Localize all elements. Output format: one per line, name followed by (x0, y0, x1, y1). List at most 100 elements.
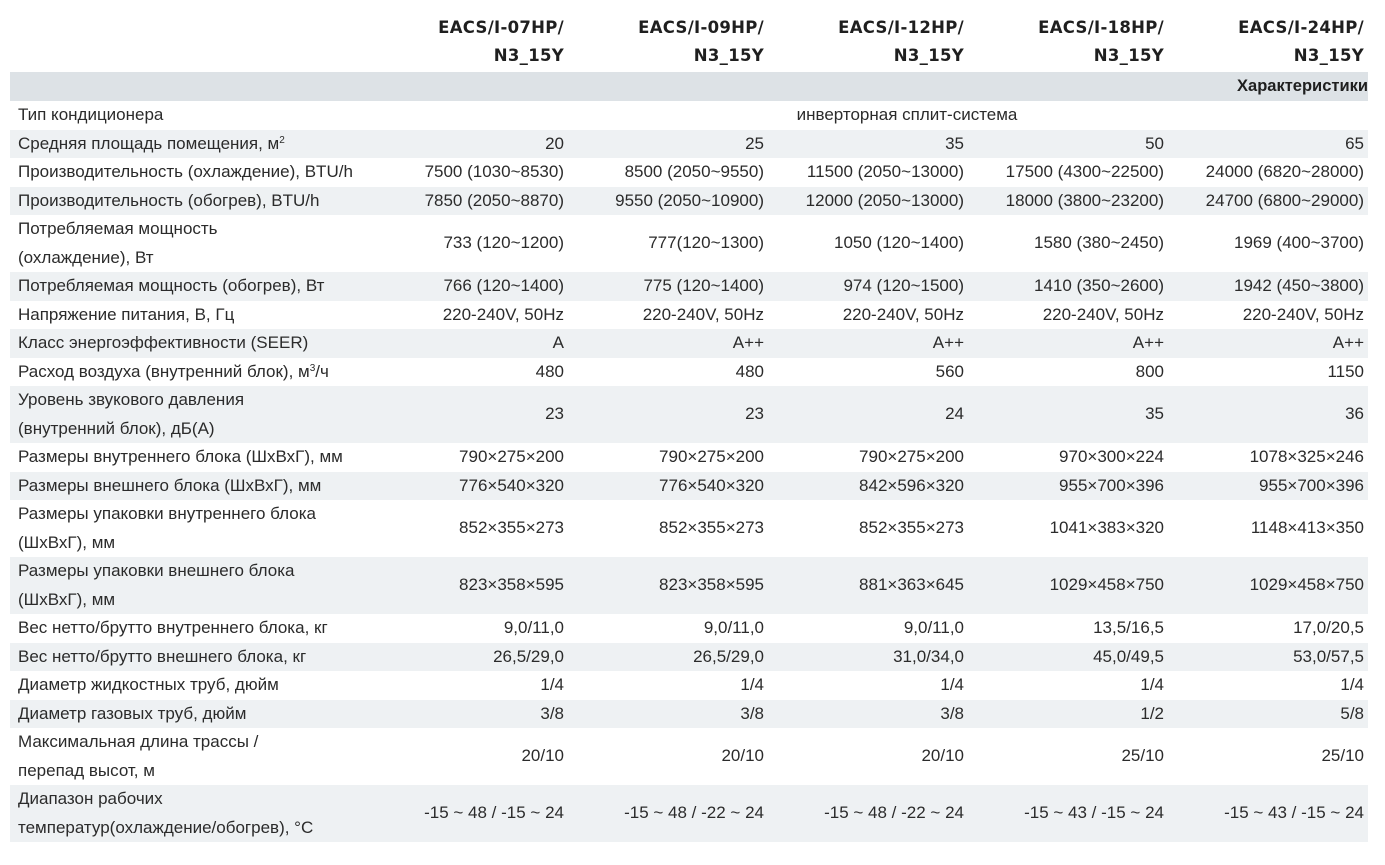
cell-value: 220-240V, 50Hz (1042, 304, 1164, 324)
row-label-text: Расход воздуха (внутренний блок), м (18, 361, 310, 381)
cell-value: 881×363×645 (768, 557, 968, 614)
cell-value: 5/8 (1168, 699, 1368, 728)
cell-value: A++ (568, 329, 768, 358)
cell-value: A++ (768, 329, 968, 358)
row-label-text: Потребляемая мощность (обогрев), Вт (18, 276, 325, 295)
cell-value: A++ (1168, 329, 1368, 358)
cell-value: 1050 (120~1400) (834, 233, 964, 253)
cell-value: 823×358×595 (568, 557, 768, 614)
model-header-18: EACS/I-18HP/ N3_15Y (968, 10, 1168, 72)
model-name-line2: N3_15Y (1093, 46, 1164, 65)
cell-value: 974 (120~1500) (768, 272, 968, 301)
model-name-line1: EACS/I-18HP/ (1038, 18, 1164, 37)
table-row: Уровень звукового давления (внутренний бл… (10, 386, 1368, 443)
cell-value: 35 (768, 129, 968, 158)
row-label-text: Максимальная длина трассы / (18, 732, 259, 751)
model-name-line2: N3_15Y (493, 46, 564, 65)
model-header-row: EACS/I-07HP/ N3_15Y EACS/I-09HP/ N3_15Y … (10, 10, 1368, 72)
row-label: Диапазон рабочих температур(охлаждение/об… (10, 785, 368, 842)
cell-value: 9,0/11,0 (503, 618, 564, 637)
model-header-09: EACS/I-09HP/ N3_15Y (568, 10, 768, 72)
model-name-line2: N3_15Y (1293, 46, 1364, 65)
row-label: Размеры упаковки внешнего блока (ШхВхГ), … (10, 557, 368, 614)
spec-table-container: EACS/I-07HP/ N3_15Y EACS/I-09HP/ N3_15Y … (10, 10, 1368, 842)
row-label-text: Напряжение питания, В, Гц (18, 304, 235, 324)
section-title: Характеристики (10, 72, 1368, 101)
row-label: Напряжение питания, В, Гц (10, 301, 368, 330)
row-label: Размеры упаковки внутреннего блока (ШхВхГ… (10, 500, 368, 557)
row-label-line2: (охлаждение), Вт (18, 247, 154, 267)
cell-value: 45,0/49,5 (968, 642, 1168, 671)
cell-value: -15 ~ 43 / -15 ~ 24 (1168, 785, 1368, 842)
row-label-text: Средняя площадь помещения, м (18, 133, 280, 153)
row-label-line2: (ШхВхГ), мм (18, 532, 116, 552)
cell-value: 1969 (400~3700) (1234, 233, 1364, 253)
row-label-text: Производительность (охлаждение), BTU/h (18, 162, 353, 181)
cell-value: 1/2 (968, 699, 1168, 728)
cell-value: 842×596×320 (768, 471, 968, 500)
row-label-text: Уровень звукового давления (18, 390, 245, 409)
cell-value: 1041×383×320 (1049, 518, 1164, 538)
row-label-line2: температур(охлаждение/обогрев), °С (18, 817, 314, 837)
cell-value: 26,5/29,0 (568, 642, 768, 671)
cell-value: 776×540×320 (368, 471, 568, 500)
table-row: Размеры упаковки внутреннего блока (ШхВхГ… (10, 500, 1368, 557)
row-label-text: Производительность (обогрев), BTU/h (18, 190, 320, 210)
row-label-text: Размеры внутреннего блока (ШхВхГ), мм (18, 447, 343, 466)
cell-value: 31,0/34,0 (768, 642, 968, 671)
row-label-superscript: 3 (309, 362, 316, 374)
model-name-line1: EACS/I-12HP/ (838, 18, 964, 37)
row-label: Средняя площадь помещения, м2 (10, 129, 368, 158)
table-row: Класс энергоэффективности (SEER) A A++ A++ A… (10, 329, 1368, 358)
row-label: Тип кондиционера (18, 105, 164, 124)
cell-value: 35 (968, 386, 1168, 443)
model-name-line2: N3_15Y (893, 46, 964, 65)
row-label-line2: (внутренний блок), дБ(А) (18, 418, 215, 438)
cell-value: 25/10 (1321, 746, 1364, 766)
row-label-superscript: 2 (279, 134, 285, 146)
table-row: Производительность (обогрев), BTU/h 7850 … (10, 186, 1368, 215)
cell-value: 13,5/16,5 (1093, 618, 1164, 637)
row-label: Расход воздуха (внутренний блок), м3/ч (10, 358, 368, 387)
row-label: Уровень звукового давления (внутренний бл… (10, 386, 368, 443)
row-label-text: Вес нетто/брутто внешнего блока, кг (18, 646, 307, 666)
cell-value: 20/10 (521, 746, 564, 766)
table-row: Размеры внешнего блока (ШхВхГ), мм 776×54… (10, 471, 1368, 500)
cell-value: 823×358×595 (368, 557, 568, 614)
cell-value: 8500 (2050~9550) (624, 162, 764, 181)
cell-value: 20/10 (921, 746, 964, 766)
row-label: Диаметр газовых труб, дюйм (10, 699, 368, 728)
section-header-row: Характеристики (10, 72, 1368, 101)
cell-value: 955×700×396 (968, 471, 1168, 500)
row-label-text: Вес нетто/брутто внутреннего блока, кг (18, 618, 328, 637)
cell-value: 18000 (3800~23200) (968, 186, 1168, 215)
cell-value: 852×355×273 (459, 518, 564, 538)
conditioner-type-text: инверторная сплит-система (796, 105, 1018, 124)
table-row: Размеры внутреннего блока (ШхВхГ), мм 790… (10, 443, 1368, 472)
cell-value: 9550 (2050~10900) (568, 186, 768, 215)
row-label-text: Размеры упаковки внутреннего блока (18, 504, 316, 523)
row-label: Потребляемая мощность (охлаждение), Вт (10, 215, 368, 272)
table-row-type: Тип кондиционера инверторная сплит-систе… (10, 101, 1368, 130)
cell-value: A (368, 329, 568, 358)
row-label: Потребляемая мощность (обогрев), Вт (10, 272, 368, 301)
cell-value: -15 ~ 48 / -15 ~ 24 (368, 785, 568, 842)
cell-value: 480 (535, 361, 564, 381)
cell-value: 1/4 (1340, 675, 1364, 694)
row-label-text: Потребляемая мощность (18, 219, 218, 238)
cell-value: 1/4 (940, 675, 964, 694)
cell-value: 11500 (2050~13000) (806, 162, 964, 181)
table-row: Диапазон рабочих температур(охлаждение/об… (10, 785, 1368, 842)
cell-value: 1/4 (740, 675, 764, 694)
cell-value: 777(120~1300) (648, 233, 764, 253)
row-label: Размеры внешнего блока (ШхВхГ), мм (10, 471, 368, 500)
row-label: Диаметр жидкостных труб, дюйм (10, 671, 368, 700)
cell-value: 733 (120~1200) (443, 233, 564, 253)
cell-value: 766 (120~1400) (368, 272, 568, 301)
table-row: Напряжение питания, В, Гц 220-240V, 50Hz 2… (10, 301, 1368, 330)
cell-value: 1/4 (1140, 675, 1164, 694)
cell-value: 790×275×200 (859, 447, 964, 466)
spec-table-body: Характеристики Тип кондиционера инвертор… (10, 72, 1368, 842)
cell-value: 24000 (6820~28000) (1205, 162, 1364, 181)
model-name-line2: N3_15Y (693, 46, 764, 65)
